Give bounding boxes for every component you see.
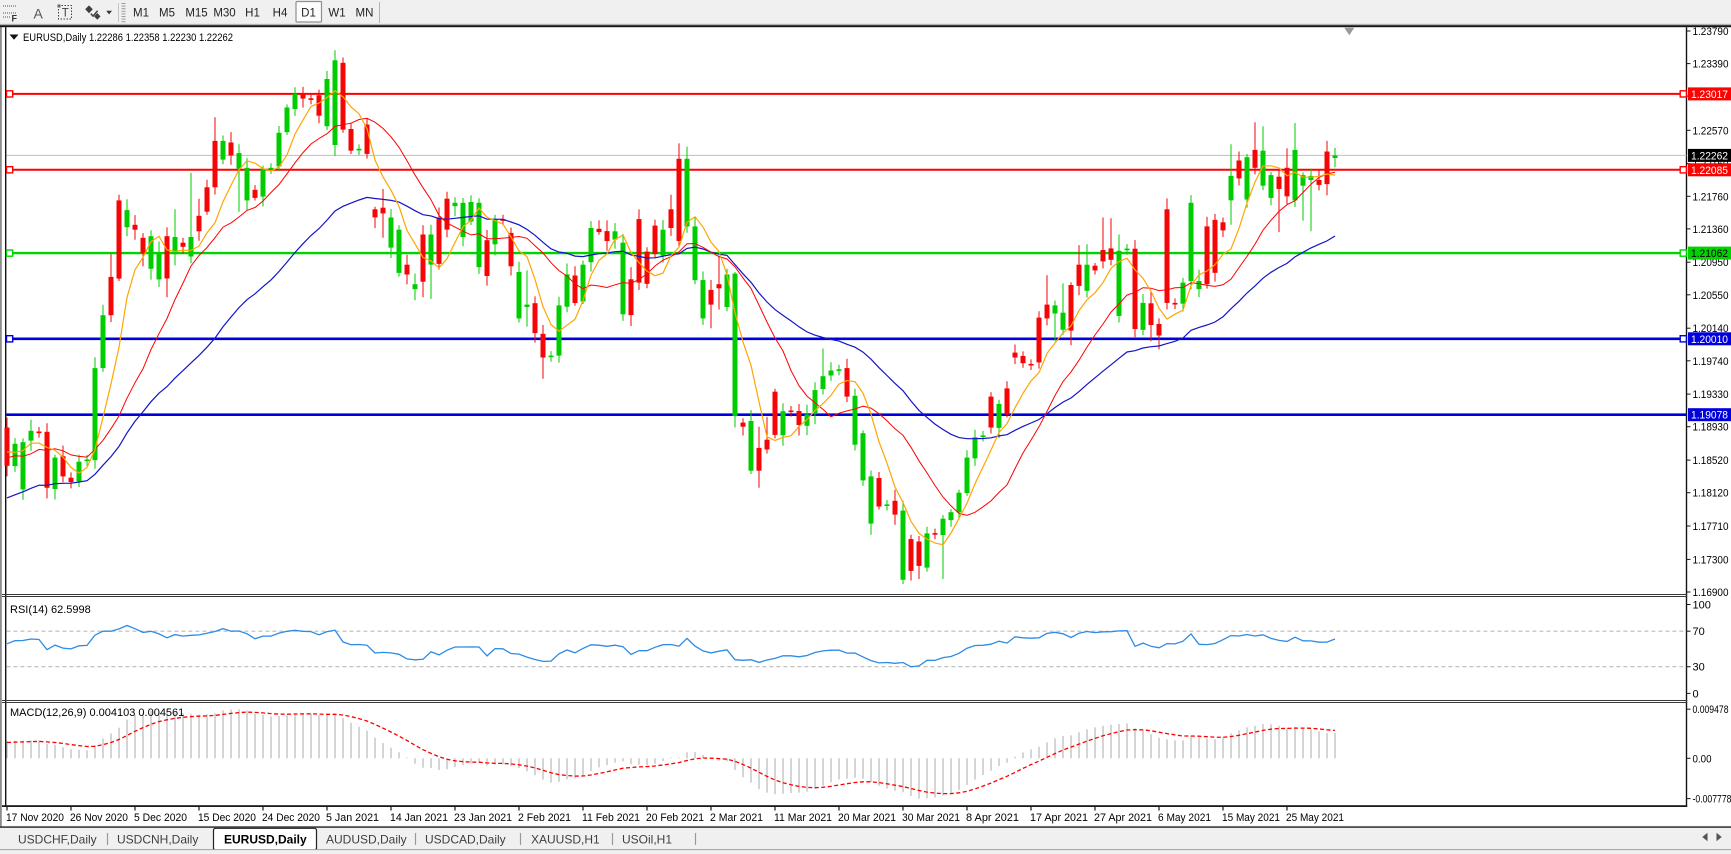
svg-text:1.20010: 1.20010 [1691, 334, 1728, 346]
svg-text:8 Apr 2021: 8 Apr 2021 [966, 812, 1019, 824]
svg-text:M15: M15 [185, 8, 207, 20]
svg-text:6 May 2021: 6 May 2021 [1158, 812, 1211, 824]
svg-text:25 May 2021: 25 May 2021 [1286, 812, 1344, 824]
svg-text:30 Mar 2021: 30 Mar 2021 [902, 812, 960, 824]
svg-text:1.19078: 1.19078 [1691, 410, 1728, 422]
svg-text:T: T [62, 8, 69, 20]
svg-text:14 Jan 2021: 14 Jan 2021 [390, 812, 448, 824]
svg-text:0.009478: 0.009478 [1693, 704, 1729, 716]
svg-text:EURUSD,Daily 1.22286 1.22358: EURUSD,Daily 1.22286 1.22358 1.22230 1.2… [23, 32, 233, 44]
svg-text:1.16900: 1.16900 [1693, 587, 1729, 599]
svg-text:RSI(14) 62.5998: RSI(14) 62.5998 [10, 604, 91, 616]
svg-text:70: 70 [1693, 626, 1705, 638]
svg-text:0.00: 0.00 [1693, 753, 1712, 765]
svg-text:15 May 2021: 15 May 2021 [1222, 812, 1280, 824]
svg-text:1.23390: 1.23390 [1693, 59, 1729, 71]
svg-text:W1: W1 [328, 8, 345, 20]
svg-text:17 Apr 2021: 17 Apr 2021 [1030, 812, 1088, 824]
svg-text:M5: M5 [159, 8, 175, 20]
svg-text:USDCAD,Daily: USDCAD,Daily [425, 833, 506, 847]
svg-text:1.22570: 1.22570 [1693, 125, 1729, 137]
svg-text:MN: MN [356, 8, 374, 20]
svg-text:1.22262: 1.22262 [1691, 150, 1728, 162]
svg-text:H4: H4 [273, 8, 288, 20]
svg-text:27 Apr 2021: 27 Apr 2021 [1094, 812, 1152, 824]
svg-text:1.20140: 1.20140 [1693, 323, 1729, 335]
svg-text:23 Jan 2021: 23 Jan 2021 [454, 812, 512, 824]
svg-text:1.19740: 1.19740 [1693, 356, 1729, 368]
svg-text:17 Nov 2020: 17 Nov 2020 [6, 812, 64, 824]
svg-text:1.20950: 1.20950 [1693, 257, 1729, 269]
svg-text:-0.007778: -0.007778 [1693, 794, 1731, 806]
svg-text:0: 0 [1693, 688, 1699, 700]
svg-text:1.19330: 1.19330 [1693, 389, 1729, 401]
svg-text:AUDUSD,Daily: AUDUSD,Daily [326, 833, 407, 847]
svg-text:15 Dec 2020: 15 Dec 2020 [198, 812, 256, 824]
svg-text:20 Feb 2021: 20 Feb 2021 [646, 812, 704, 824]
svg-text:1.18930: 1.18930 [1693, 422, 1729, 434]
svg-text:A: A [34, 6, 44, 22]
svg-text:11 Mar 2021: 11 Mar 2021 [774, 812, 832, 824]
svg-text:1.21360: 1.21360 [1693, 224, 1729, 236]
svg-text:D1: D1 [301, 8, 316, 20]
svg-text:1.18120: 1.18120 [1693, 488, 1729, 500]
svg-text:24 Dec 2020: 24 Dec 2020 [262, 812, 320, 824]
svg-text:1.17710: 1.17710 [1693, 521, 1729, 533]
svg-text:30: 30 [1693, 662, 1705, 674]
svg-text:USOil,H1: USOil,H1 [622, 833, 672, 847]
svg-text:EURUSD,Daily: EURUSD,Daily [224, 833, 307, 847]
svg-text:1.23790: 1.23790 [1693, 26, 1729, 38]
svg-text:1.23017: 1.23017 [1691, 89, 1728, 101]
svg-text:H1: H1 [245, 8, 260, 20]
svg-text:F: F [12, 14, 18, 24]
svg-text:M30: M30 [213, 8, 235, 20]
svg-text:1.20550: 1.20550 [1693, 290, 1729, 302]
svg-text:M1: M1 [133, 8, 149, 20]
svg-text:26 Nov 2020: 26 Nov 2020 [70, 812, 128, 824]
svg-text:1.18520: 1.18520 [1693, 455, 1729, 467]
svg-text:USDCNH,Daily: USDCNH,Daily [117, 833, 198, 847]
svg-text:1.22085: 1.22085 [1691, 165, 1728, 177]
svg-text:1.21760: 1.21760 [1693, 191, 1729, 203]
svg-text:20 Mar 2021: 20 Mar 2021 [838, 812, 896, 824]
svg-text:XAUUSD,H1: XAUUSD,H1 [531, 833, 600, 847]
svg-text:USDCHF,Daily: USDCHF,Daily [18, 833, 97, 847]
svg-text:1.21062: 1.21062 [1691, 248, 1728, 260]
svg-text:1.17300: 1.17300 [1693, 554, 1729, 566]
svg-text:MACD(12,26,9) 0.004103 0.00456: MACD(12,26,9) 0.004103 0.004561 [10, 707, 184, 719]
svg-text:100: 100 [1693, 600, 1711, 612]
svg-text:5 Dec 2020: 5 Dec 2020 [134, 812, 187, 824]
svg-text:5 Jan 2021: 5 Jan 2021 [326, 812, 379, 824]
svg-text:2 Mar 2021: 2 Mar 2021 [710, 812, 763, 824]
svg-text:2 Feb 2021: 2 Feb 2021 [518, 812, 571, 824]
svg-text:11 Feb 2021: 11 Feb 2021 [582, 812, 640, 824]
